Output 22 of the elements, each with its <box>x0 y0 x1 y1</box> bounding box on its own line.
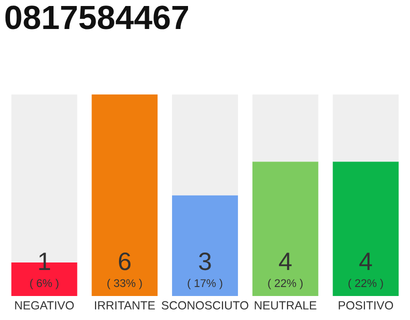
chart-title: 0817584467 <box>5 6 188 30</box>
bar <box>92 94 158 296</box>
x-tick-label: NEUTRALE <box>254 301 316 310</box>
annotation: ( 33% ) <box>107 278 142 290</box>
bar <box>172 94 238 196</box>
x-tick-label: NEGATIVO <box>15 301 74 310</box>
x-tick-label: POSITIVO <box>338 301 394 310</box>
annotation: ( 22% ) <box>348 278 383 290</box>
annotation: ( 22% ) <box>268 278 303 290</box>
data-label: 6 <box>118 252 130 270</box>
bar <box>332 162 399 296</box>
data-label: 4 <box>278 252 292 270</box>
annotation: ( 6% ) <box>30 278 58 290</box>
bar <box>252 94 318 162</box>
bar <box>332 94 399 162</box>
data-label: 3 <box>199 252 211 270</box>
bar <box>172 195 238 296</box>
annotation: ( 17% ) <box>188 278 222 290</box>
x-tick-label: SCONOSCIUTO <box>162 301 248 310</box>
data-label: 4 <box>359 252 372 270</box>
bar <box>252 162 318 296</box>
x-tick-label: IRRITANTE <box>95 301 155 310</box>
